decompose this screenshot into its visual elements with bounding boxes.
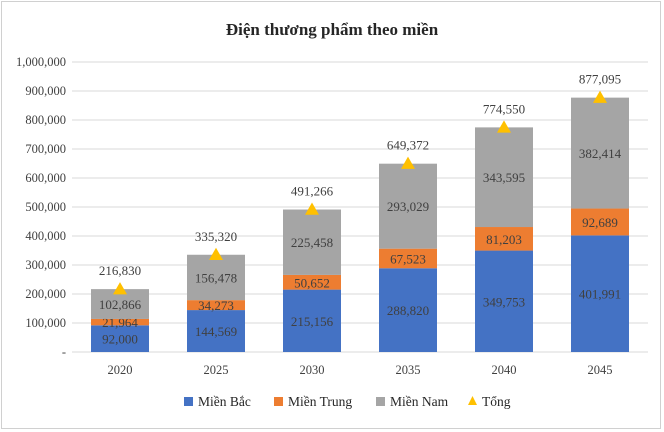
bar-mien-bac <box>379 268 437 352</box>
legend-swatch <box>184 397 193 406</box>
bar-mien-trung <box>379 248 437 269</box>
bar-mien-nam <box>475 127 533 228</box>
data-label-mien-nam: 156,478 <box>195 270 237 285</box>
y-tick-label: 500,000 <box>25 200 66 214</box>
data-label-mien-bac: 92,000 <box>102 332 138 347</box>
data-label-mien-bac: 215,156 <box>291 314 334 329</box>
data-label-mien-nam: 382,414 <box>579 146 622 161</box>
x-tick-label: 2020 <box>108 363 133 377</box>
total-label: 216,830 <box>99 263 141 278</box>
data-label-mien-trung: 81,203 <box>486 232 522 247</box>
data-label-mien-trung: 92,689 <box>582 215 618 230</box>
total-marker <box>209 247 223 261</box>
data-label-mien-nam: 102,866 <box>99 297 142 312</box>
data-label-mien-trung: 67,523 <box>390 251 426 266</box>
chart-title: Điện thương phẩm theo miền <box>226 20 439 39</box>
data-label-mien-nam: 343,595 <box>483 170 525 185</box>
data-label-mien-bac: 144,569 <box>195 324 237 339</box>
bar-mien-nam <box>571 97 629 209</box>
bar-mien-bac <box>187 310 245 352</box>
bar-mien-bac <box>571 235 629 352</box>
bar-mien-bac <box>283 289 341 352</box>
bar-mien-nam <box>187 254 245 301</box>
x-tick-label: 2040 <box>492 363 517 377</box>
x-tick-label: 2035 <box>396 363 421 377</box>
data-label-mien-nam: 293,029 <box>387 199 429 214</box>
data-label-mien-bac: 288,820 <box>387 303 429 318</box>
bar-mien-trung <box>475 227 533 251</box>
data-label-mien-bac: 401,991 <box>579 287 621 302</box>
total-label: 491,266 <box>291 184 334 199</box>
x-tick-label: 2030 <box>300 363 325 377</box>
legend-swatch <box>376 397 385 406</box>
bar-mien-trung <box>187 300 245 311</box>
y-tick-label: 1,000,000 <box>16 55 66 69</box>
total-marker <box>593 90 607 103</box>
bar-mien-bac <box>91 325 149 352</box>
y-tick-label: - <box>62 345 66 359</box>
bar-mien-nam <box>379 163 437 249</box>
legend-label: Miền Bắc <box>198 394 251 409</box>
data-label-mien-trung: 34,273 <box>198 298 234 313</box>
x-tick-label: 2045 <box>588 363 613 377</box>
bar-mien-trung <box>91 318 149 326</box>
legend-swatch <box>274 397 283 406</box>
data-label-mien-nam: 225,458 <box>291 235 333 250</box>
total-marker <box>401 156 415 169</box>
bar-mien-trung <box>283 274 341 290</box>
bar-mien-trung <box>571 208 629 236</box>
total-label: 774,550 <box>483 101 525 116</box>
data-label-mien-bac: 349,753 <box>483 294 525 309</box>
total-marker <box>497 120 511 133</box>
y-tick-label: 800,000 <box>25 113 66 127</box>
y-tick-label: 300,000 <box>25 258 66 272</box>
y-tick-label: 900,000 <box>25 84 66 98</box>
x-tick-label: 2025 <box>204 363 229 377</box>
bar-mien-nam <box>283 209 341 275</box>
y-tick-label: 400,000 <box>25 229 66 243</box>
legend-label: Miền Trung <box>288 394 352 409</box>
y-tick-label: 200,000 <box>25 287 66 301</box>
legend-label: Tổng <box>482 394 511 409</box>
total-marker <box>113 282 127 295</box>
total-label: 649,372 <box>387 138 429 153</box>
y-tick-label: 100,000 <box>25 316 66 330</box>
y-tick-label: 700,000 <box>25 142 66 156</box>
legend-label: Miền Nam <box>390 394 449 409</box>
legend-swatch <box>468 396 477 405</box>
total-marker <box>305 202 319 215</box>
y-tick-label: 600,000 <box>25 171 66 185</box>
data-label-mien-trung: 50,652 <box>294 275 330 290</box>
total-label: 335,320 <box>195 229 237 244</box>
total-label: 877,095 <box>579 72 621 87</box>
bar-mien-bac <box>475 250 533 352</box>
